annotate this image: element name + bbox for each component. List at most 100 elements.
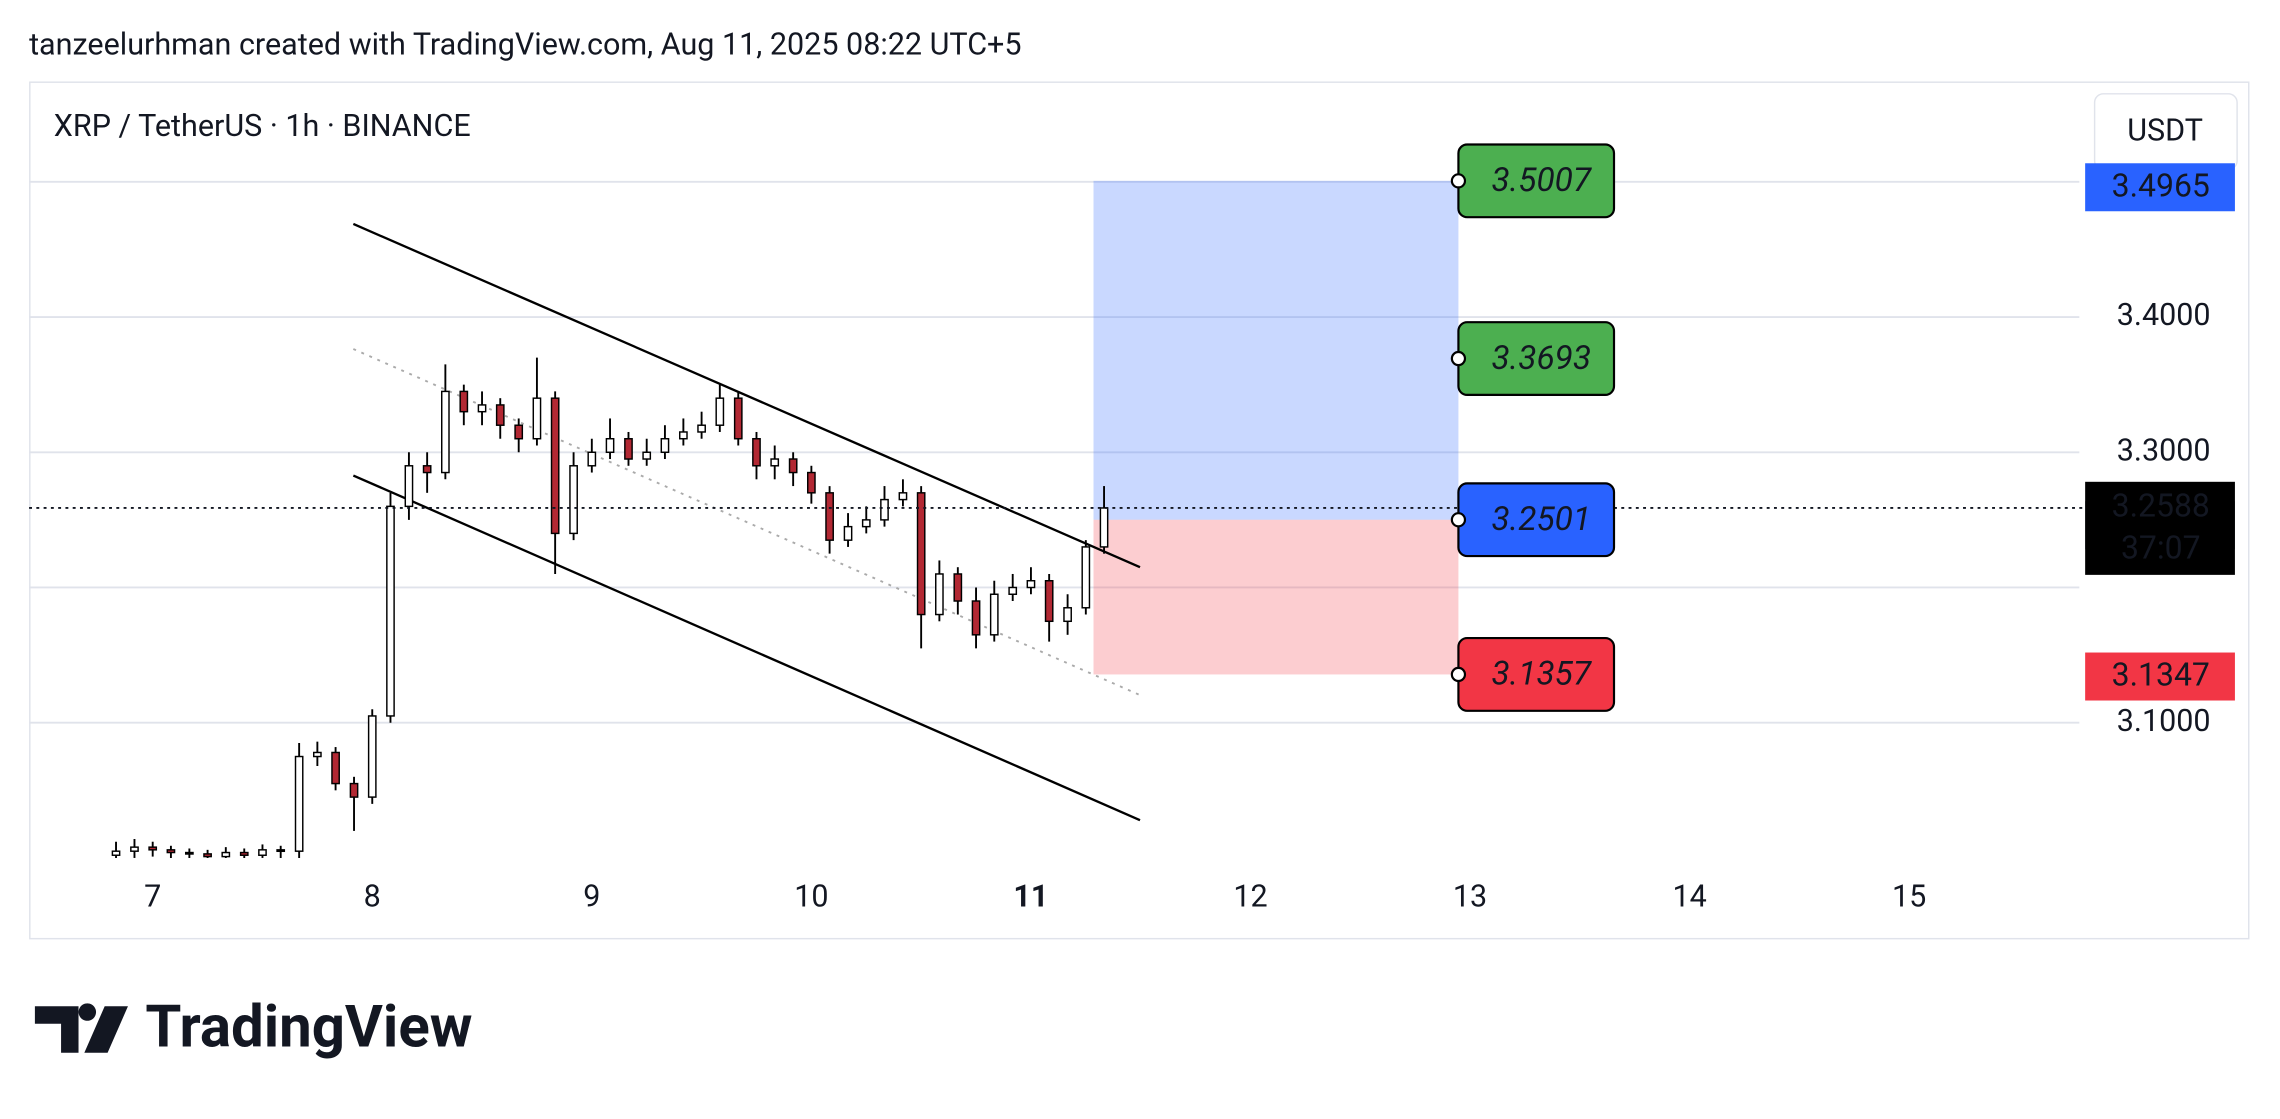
candle-body	[1026, 580, 1036, 589]
candle-body	[221, 851, 231, 858]
candle-body	[514, 424, 524, 440]
chart-frame	[29, 81, 2250, 940]
x-tick-label: 10	[794, 880, 828, 915]
candle-body	[1099, 507, 1109, 548]
candle-body	[642, 451, 652, 460]
candle-body	[624, 438, 633, 460]
last-price-label: 3.2588	[2112, 486, 2210, 524]
candle-body	[239, 851, 249, 856]
candle-body	[276, 849, 286, 853]
y-tick-label: 3.1000	[2117, 704, 2211, 739]
candle-body	[898, 492, 908, 501]
candle-body	[422, 465, 432, 474]
candles	[111, 357, 1109, 858]
x-tick-label: 12	[1233, 880, 1267, 915]
candle-body	[148, 846, 158, 851]
candle-body	[495, 404, 505, 426]
candle-body	[349, 782, 359, 798]
candle-body	[788, 458, 798, 474]
candle-body	[953, 573, 963, 602]
logo-text: TradingView	[145, 993, 472, 1061]
candle-body	[733, 397, 743, 440]
candle-body	[532, 397, 542, 440]
candle-body	[111, 850, 121, 856]
x-tick-label: 9	[583, 880, 600, 915]
candle-body	[916, 492, 926, 616]
y-tick-label: 3.4000	[2117, 298, 2211, 333]
header: tanzeelurhman created with TradingView.c…	[29, 28, 1021, 63]
candle-body	[587, 451, 597, 467]
candle-body	[441, 390, 450, 474]
candle-body	[130, 846, 139, 852]
candle-body	[203, 853, 212, 858]
candle-body	[477, 404, 487, 413]
candle-body	[1081, 546, 1091, 609]
position-label: 3.3693	[1491, 339, 1591, 378]
price-label: 3.4965	[2112, 166, 2210, 204]
position-label: 3.5007	[1491, 161, 1592, 200]
position-label: 3.2501	[1491, 500, 1591, 539]
currency-label[interactable]: USDT	[2127, 113, 2203, 148]
logo-mark	[34, 1003, 128, 1053]
y-tick-label: 3.3000	[2117, 433, 2211, 468]
candle-body	[807, 471, 816, 494]
candle-body	[660, 438, 670, 453]
grid	[29, 180, 2080, 724]
countdown-label: 37:07	[2121, 529, 2201, 567]
loss-zone	[1093, 519, 1459, 675]
candle-body	[166, 849, 176, 854]
price-label-box	[2085, 652, 2235, 701]
labels: 3.4000 3.3000 3.1000 7 8 9 10 11 12 13 14 15 3.5007 3…	[29, 143, 2235, 915]
x-tick-label: 15	[1892, 880, 1926, 915]
position-handle	[1450, 666, 1467, 683]
candle-body	[989, 593, 999, 636]
candle-body	[404, 465, 414, 508]
candle-body	[843, 525, 853, 541]
x-tick-label: 11	[1013, 880, 1048, 915]
price-label-box	[2085, 163, 2235, 212]
position-handle	[1450, 350, 1467, 367]
candle-body	[697, 424, 706, 433]
position-tool	[1093, 180, 1459, 675]
candle-body	[1063, 607, 1072, 623]
candle-body	[569, 465, 578, 535]
logo: TradingView	[34, 993, 472, 1061]
candle-body	[605, 438, 615, 453]
position-handle	[1450, 512, 1467, 528]
chart-title: XRP / TetherUS · 1h · BINANCE	[54, 109, 471, 144]
candle-body	[715, 397, 725, 426]
candle-body	[880, 498, 889, 521]
candle-body	[971, 600, 981, 636]
position-handle	[1450, 173, 1467, 189]
last-price-box	[2085, 481, 2235, 575]
channel-drawings	[352, 222, 1141, 822]
x-tick-label: 8	[364, 880, 381, 915]
channel-middle	[352, 348, 1141, 696]
channel-upper	[352, 222, 1141, 569]
candle-body	[258, 849, 267, 856]
candle-body	[294, 755, 304, 852]
candle-body	[825, 492, 834, 541]
candle-body	[459, 390, 469, 413]
candle-body	[367, 715, 377, 798]
x-tick-label: 7	[144, 880, 161, 915]
candle-body	[861, 519, 871, 528]
candle-body	[184, 851, 194, 855]
x-tick-label: 13	[1453, 880, 1487, 915]
candle-body	[770, 458, 780, 467]
position-label: 3.1357	[1491, 655, 1592, 694]
candle-body	[386, 505, 395, 717]
candle-body	[679, 431, 688, 440]
profit-zone	[1093, 180, 1459, 520]
candle-body	[313, 751, 322, 758]
price-label: 3.1347	[2112, 656, 2210, 694]
x-tick-label: 14	[1672, 880, 1706, 915]
candle-body	[1008, 586, 1018, 595]
candle-body	[935, 573, 944, 616]
candle-body	[1044, 580, 1054, 623]
candle-body	[752, 438, 761, 467]
candle-body	[331, 751, 340, 785]
channel-lower	[352, 474, 1141, 822]
